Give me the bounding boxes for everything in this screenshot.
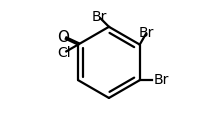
Text: Br: Br (92, 10, 107, 24)
Text: Br: Br (153, 73, 169, 87)
Text: Cl: Cl (57, 46, 70, 60)
Text: O: O (57, 30, 69, 45)
Text: Br: Br (139, 26, 154, 39)
